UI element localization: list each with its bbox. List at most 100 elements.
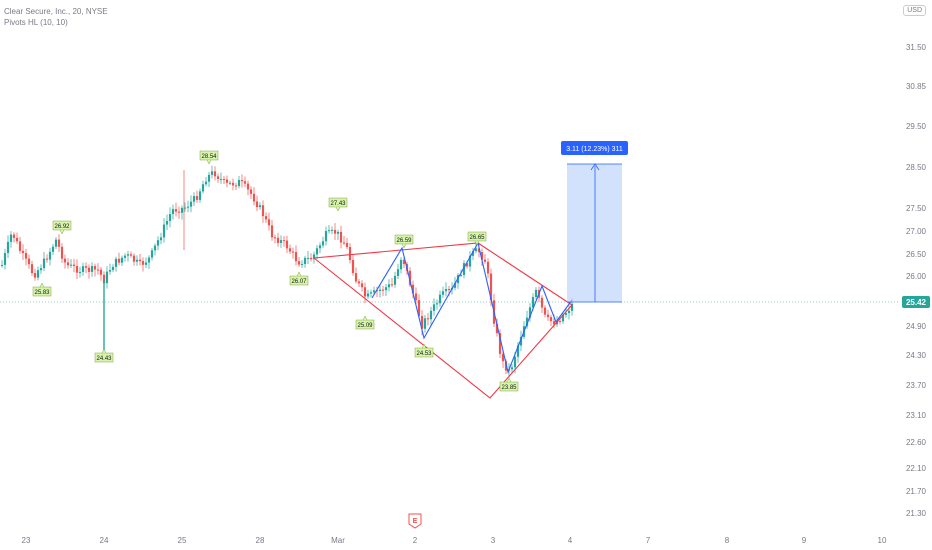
- symbol-title[interactable]: Clear Secure, Inc., 20, NYSE: [4, 7, 108, 16]
- candle-body: [441, 291, 445, 295]
- candle-body: [21, 250, 25, 254]
- candle-body: [144, 262, 148, 265]
- candle-body: [444, 289, 448, 292]
- candle-body: [120, 257, 124, 263]
- candle-body: [471, 251, 475, 256]
- candle-body: [174, 209, 178, 212]
- candle-body: [516, 345, 520, 357]
- candle-body: [69, 264, 73, 266]
- candle-body: [366, 293, 370, 297]
- y-tick-label: 30.85: [906, 82, 927, 91]
- x-tick-label: 4: [568, 536, 573, 545]
- currency-badge[interactable]: USD: [903, 5, 926, 16]
- candle-body: [204, 181, 208, 185]
- candle-body: [177, 211, 181, 213]
- candle-body: [303, 257, 307, 264]
- candle-body: [378, 289, 382, 292]
- candle-body: [129, 254, 133, 256]
- candle-body: [351, 260, 355, 274]
- candle-body: [39, 268, 43, 271]
- candle-body: [558, 321, 562, 323]
- candle-body: [141, 261, 145, 265]
- x-tick-label: 25: [178, 536, 187, 545]
- candle-body: [372, 290, 376, 293]
- candle-body: [231, 182, 235, 186]
- candle-body: [168, 214, 172, 221]
- candle-body: [180, 207, 184, 213]
- candle-body: [66, 262, 70, 266]
- candle-body: [318, 245, 322, 249]
- pivot-pointer: [206, 159, 212, 165]
- x-tick-label: 7: [646, 536, 651, 545]
- x-tick-label: 28: [256, 536, 265, 545]
- time-axis: 23 24 25 28 Mar 2 3 4 7 8 9 10E: [22, 513, 887, 545]
- candle-body: [417, 300, 421, 317]
- y-tick-label: 23.10: [906, 411, 927, 420]
- candle-body: [528, 307, 532, 318]
- candle-body: [423, 318, 427, 329]
- pivot-label: 26.65: [469, 235, 485, 241]
- candle-body: [333, 229, 337, 234]
- candle-body: [198, 191, 202, 200]
- y-tick-label: 22.10: [906, 464, 927, 473]
- candle-body: [306, 257, 310, 259]
- pivot-label: 26.07: [291, 279, 307, 285]
- candle-body: [519, 336, 523, 346]
- candle-body: [87, 267, 91, 272]
- candle-body: [261, 205, 265, 217]
- candle-body: [414, 293, 418, 301]
- y-tick-label: 24.30: [906, 351, 927, 360]
- candle-body: [165, 220, 169, 225]
- chart-legend: Clear Secure, Inc., 20, NYSE Pivots HL (…: [4, 6, 108, 28]
- candle-body: [348, 246, 352, 261]
- candle-body: [429, 310, 433, 320]
- candle-body: [117, 258, 121, 263]
- candle-body: [183, 207, 187, 209]
- candle-body: [54, 239, 58, 247]
- candle-body: [240, 180, 244, 182]
- candle-body: [171, 209, 175, 215]
- last-price-label: 25.42: [906, 298, 927, 307]
- candle-body: [93, 266, 97, 270]
- candle-body: [468, 255, 472, 267]
- candle-body: [150, 250, 154, 258]
- candle-body: [438, 294, 442, 304]
- candle-body: [549, 317, 553, 322]
- candle-body: [255, 201, 259, 208]
- candle-body: [432, 304, 436, 311]
- y-tick-label: 22.60: [906, 438, 927, 447]
- candle-body: [114, 258, 118, 267]
- candle-body: [324, 231, 328, 242]
- candle-body: [309, 257, 313, 260]
- candle-body: [18, 241, 22, 251]
- candle-body: [123, 255, 127, 258]
- candle-body: [513, 356, 517, 368]
- price-axis: 31.50 30.85 29.50 28.50 27.50 27.00 26.50 26.00…: [902, 43, 930, 518]
- candle-body: [453, 283, 457, 288]
- candle-body: [216, 176, 220, 179]
- candle-body: [369, 292, 373, 294]
- pivot-label: 26.59: [396, 238, 412, 244]
- candle-body: [381, 289, 385, 291]
- candle-body: [105, 271, 109, 284]
- pattern-overlays: 3.11 (12.23%) 311: [0, 141, 898, 399]
- candle-body: [96, 269, 100, 271]
- candle-body: [462, 263, 466, 275]
- candle-body: [192, 196, 196, 202]
- candle-body: [288, 248, 292, 252]
- x-tick-label: 24: [100, 536, 109, 545]
- candle-body: [363, 287, 367, 297]
- measure-tag: [561, 141, 628, 155]
- candle-body: [291, 251, 295, 253]
- pivot-label: 25.83: [34, 290, 50, 296]
- candle-body: [75, 266, 79, 273]
- candle-body: [15, 237, 19, 242]
- candle-body: [480, 252, 484, 260]
- candle-body: [258, 205, 262, 208]
- pivot-label: 25.09: [357, 323, 373, 329]
- indicator-title[interactable]: Pivots HL (10, 10): [4, 18, 68, 27]
- candle-body: [60, 246, 64, 259]
- candle-body: [483, 259, 487, 262]
- pivot-label: 26.92: [54, 224, 70, 230]
